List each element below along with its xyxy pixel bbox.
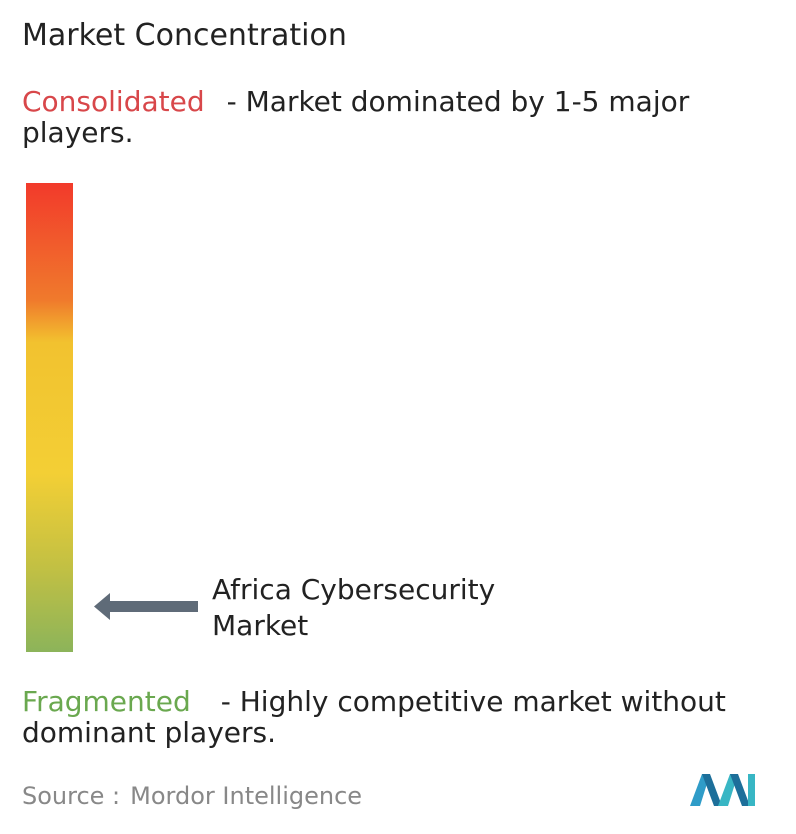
consolidated-description: - Market dominated by 1-5 major players.: [22, 85, 690, 149]
title: Market Concentration: [22, 18, 347, 53]
logo: [690, 774, 755, 806]
fragmented-description: - Highly competitive market without domi…: [22, 685, 726, 749]
market-label: Africa Cybersecurity Market: [212, 573, 496, 642]
concentration-gradient: [26, 183, 73, 652]
source-name: Mordor Intelligence: [130, 782, 363, 810]
fragmented-text: Fragmented - Highly competitive market wi…: [22, 686, 792, 748]
source: Source : Mordor Intelligence: [22, 782, 362, 810]
arrow: [94, 593, 198, 620]
fragmented-label: Fragmented: [22, 685, 191, 718]
consolidated-text: Consolidated - Market dominated by 1-5 ma…: [22, 86, 792, 148]
consolidated-label: Consolidated: [22, 85, 205, 118]
source-label: Source :: [22, 782, 121, 810]
